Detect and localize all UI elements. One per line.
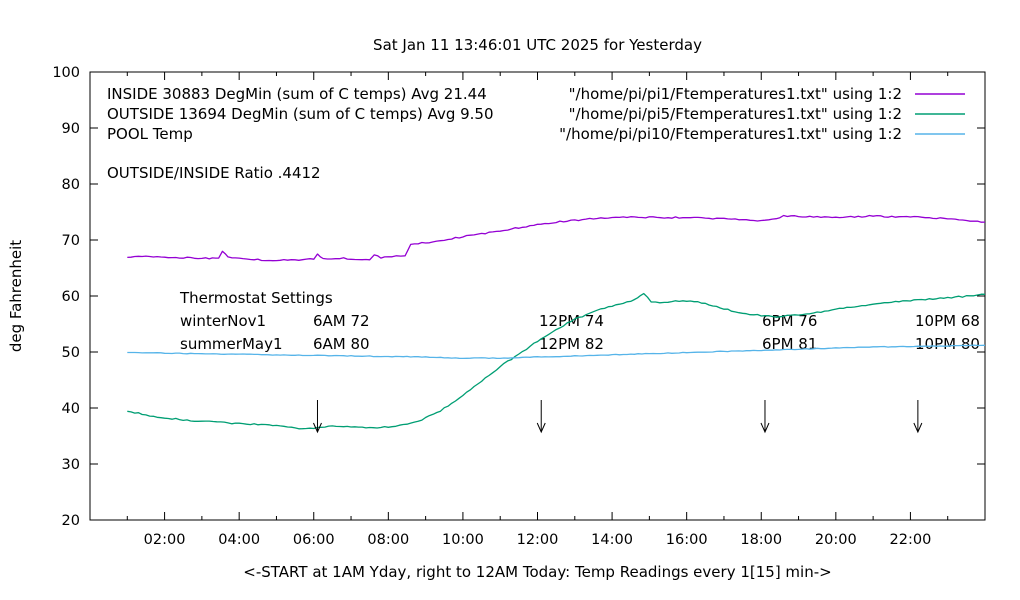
thermostat-winter-10pm: 10PM 68 bbox=[915, 312, 980, 330]
legend-row-outside: OUTSIDE 13694 DegMin (sum of C temps) Av… bbox=[0, 104, 1020, 124]
thermostat-time-arrow-head bbox=[913, 422, 923, 434]
y-tick-label: 50 bbox=[62, 345, 80, 361]
thermostat-winter-12pm: 12PM 74 bbox=[539, 312, 604, 330]
y-tick-label: 100 bbox=[52, 65, 80, 81]
y-axis-label: deg Fahrenheit bbox=[7, 239, 25, 353]
x-tick-label: 06:00 bbox=[293, 532, 335, 548]
thermostat-summer-10pm: 10PM 80 bbox=[915, 335, 980, 353]
ratio-label: OUTSIDE/INSIDE Ratio .4412 bbox=[107, 164, 321, 182]
legend-file-outside: "/home/pi/pi5/Ftemperatures1.txt" using … bbox=[568, 105, 902, 123]
legend-file-inside: "/home/pi/pi1/Ftemperatures1.txt" using … bbox=[568, 85, 902, 103]
y-tick-label: 80 bbox=[62, 177, 80, 193]
y-tick-label: 60 bbox=[62, 289, 80, 305]
series-inside-line bbox=[127, 214, 986, 262]
legend-row-pool: POOL Temp "/home/pi/pi10/Ftemperatures1.… bbox=[0, 124, 1020, 144]
legend-file-pool: "/home/pi/pi10/Ftemperatures1.txt" using… bbox=[559, 125, 902, 143]
thermostat-winter-6pm: 6PM 76 bbox=[762, 312, 818, 330]
x-tick-label: 14:00 bbox=[591, 532, 633, 548]
thermostat-time-arrow-head bbox=[313, 422, 322, 434]
x-tick-label: 16:00 bbox=[666, 532, 708, 548]
x-tick-label: 20:00 bbox=[815, 532, 857, 548]
legend-label-inside: INSIDE 30883 DegMin (sum of C temps) Avg… bbox=[107, 85, 487, 103]
thermostat-time-arrow-head bbox=[536, 422, 546, 434]
thermostat-time-arrow-head bbox=[760, 422, 770, 434]
legend-label-pool: POOL Temp bbox=[107, 125, 193, 143]
x-tick-label: 12:00 bbox=[517, 532, 559, 548]
y-tick-label: 30 bbox=[62, 457, 80, 473]
x-tick-label: 10:00 bbox=[442, 532, 484, 548]
thermostat-summer-6am: 6AM 80 bbox=[313, 335, 370, 353]
x-tick-label: 08:00 bbox=[367, 532, 409, 548]
x-tick-label: 22:00 bbox=[890, 532, 932, 548]
x-tick-label: 18:00 bbox=[740, 532, 782, 548]
thermostat-summer-12pm: 12PM 82 bbox=[539, 335, 604, 353]
thermostat-heading: Thermostat Settings bbox=[180, 289, 333, 307]
y-tick-label: 20 bbox=[62, 513, 80, 529]
y-tick-label: 40 bbox=[62, 401, 80, 417]
y-tick-label: 70 bbox=[62, 233, 80, 249]
thermostat-summer-6pm: 6PM 81 bbox=[762, 335, 818, 353]
thermostat-summer-label: summerMay1 bbox=[180, 335, 283, 353]
thermostat-winter-label: winterNov1 bbox=[180, 312, 267, 330]
chart-title: Sat Jan 11 13:46:01 UTC 2025 for Yesterd… bbox=[373, 36, 702, 54]
legend-label-outside: OUTSIDE 13694 DegMin (sum of C temps) Av… bbox=[107, 105, 494, 123]
x-tick-label: 04:00 bbox=[218, 532, 260, 548]
thermostat-winter-6am: 6AM 72 bbox=[313, 312, 370, 330]
x-tick-label: 02:00 bbox=[144, 532, 186, 548]
legend-row-inside: INSIDE 30883 DegMin (sum of C temps) Avg… bbox=[0, 84, 1020, 104]
x-axis-label: <-START at 1AM Yday, right to 12AM Today… bbox=[243, 563, 832, 581]
